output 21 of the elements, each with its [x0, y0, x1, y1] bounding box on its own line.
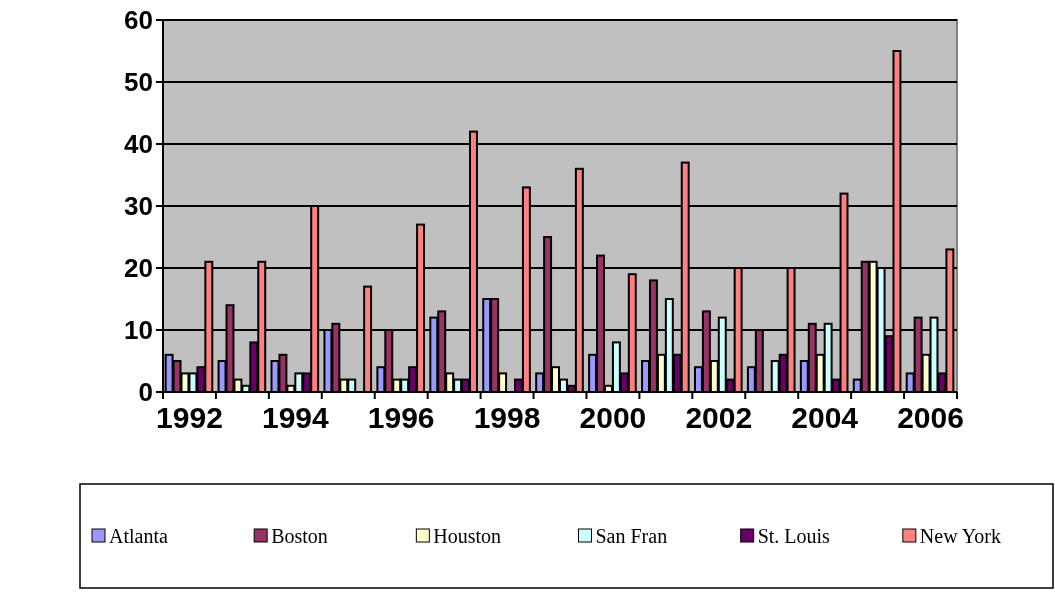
- legend-label: St. Louis: [757, 525, 831, 547]
- x-tick-label: 2006: [897, 401, 964, 434]
- x-tick-label: 1998: [473, 401, 541, 434]
- x-tick-label: 2004: [791, 401, 859, 434]
- x-tick-label: 1996: [367, 401, 435, 434]
- y-tick-label: 40: [124, 129, 153, 160]
- y-tick-label: 50: [124, 67, 153, 98]
- x-tick-label: 1994: [261, 401, 330, 434]
- legend-label: Boston: [271, 525, 328, 547]
- legend-label: Houston: [433, 525, 502, 547]
- y-tick-label: 30: [124, 191, 153, 222]
- y-tick-label: 20: [124, 253, 153, 284]
- x-tick-label: 2000: [579, 401, 647, 434]
- x-tick-label: 1992: [156, 401, 223, 434]
- legend-label: New York: [919, 525, 1001, 547]
- x-tick-label: 2002: [685, 401, 753, 434]
- y-tick-label: 10: [124, 315, 153, 346]
- legend-label: San Fran: [595, 525, 668, 547]
- legend-label: Atlanta: [109, 525, 168, 547]
- y-tick-label: 60: [124, 5, 153, 36]
- y-tick-label: 0: [138, 377, 153, 408]
